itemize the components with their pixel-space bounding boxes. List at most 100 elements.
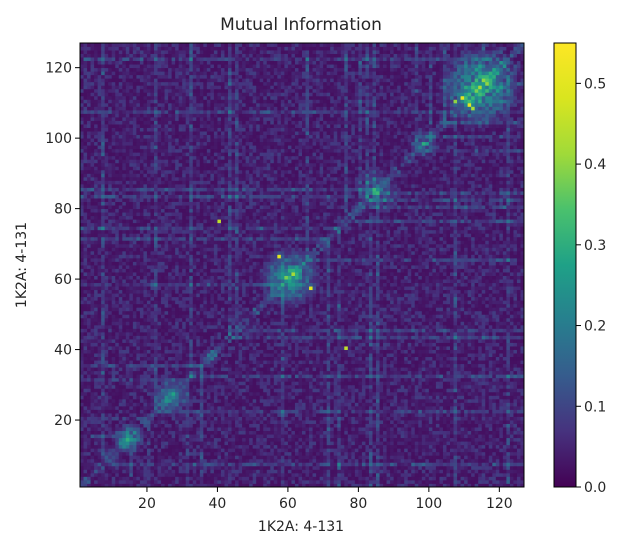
heatmap-cell — [485, 384, 490, 389]
heatmap-cell — [157, 462, 162, 467]
heatmap-cell — [231, 384, 236, 389]
heatmap-cell — [111, 370, 116, 375]
heatmap-cell — [280, 437, 285, 442]
heatmap-cell — [196, 346, 201, 350]
heatmap-cell — [270, 367, 275, 372]
heatmap-cell — [326, 381, 331, 386]
heatmap-cell — [189, 423, 194, 428]
heatmap-cell — [474, 413, 479, 417]
heatmap-cell — [284, 381, 289, 386]
heatmap-cell — [312, 451, 317, 456]
heatmap-cell — [446, 479, 451, 484]
heatmap-cell — [171, 374, 176, 379]
heatmap-cell — [284, 405, 289, 410]
heatmap-cell — [97, 476, 102, 481]
heatmap-cell — [428, 363, 433, 368]
heatmap-cell — [502, 420, 507, 424]
heatmap-cell — [386, 465, 391, 470]
heatmap-cell — [365, 356, 370, 361]
heatmap-cell — [453, 360, 458, 365]
heatmap-cell — [425, 437, 430, 442]
heatmap-cell — [101, 469, 106, 474]
heatmap-cell — [178, 398, 183, 403]
heatmap-cell — [450, 423, 454, 428]
heatmap-cell — [506, 405, 511, 410]
heatmap-cell — [323, 465, 328, 470]
heatmap-cell — [249, 388, 254, 393]
heatmap-cell — [280, 448, 285, 453]
heatmap-cell — [442, 479, 447, 484]
heatmap-cell — [108, 458, 113, 463]
heatmap-cell — [499, 479, 504, 484]
heatmap-cell — [460, 448, 465, 453]
heatmap-cell — [189, 360, 194, 365]
heatmap-cell — [418, 356, 423, 361]
heatmap-cell — [478, 356, 483, 361]
heatmap-cell — [189, 476, 194, 481]
heatmap-cell — [270, 469, 275, 474]
heatmap-cell — [368, 441, 373, 446]
heatmap-cell — [235, 353, 239, 358]
heatmap-cell — [478, 472, 483, 477]
heatmap-cell — [129, 374, 134, 379]
heatmap-cell — [506, 381, 511, 386]
heatmap-cell — [97, 395, 102, 400]
heatmap-cell — [203, 434, 208, 439]
heatmap-cell — [245, 374, 250, 379]
heatmap-cell — [238, 416, 243, 421]
heatmap-cell — [249, 374, 254, 379]
heatmap-cell — [340, 444, 345, 449]
heatmap-cell — [376, 395, 380, 400]
heatmap-cell — [390, 430, 395, 435]
heatmap-cell — [231, 381, 236, 386]
heatmap-cell — [471, 437, 476, 442]
heatmap-cell — [421, 384, 426, 389]
heatmap-cell — [407, 405, 412, 410]
heatmap-cell — [326, 451, 331, 456]
heatmap-cell — [351, 458, 356, 463]
heatmap-cell — [386, 479, 391, 484]
heatmap-cell — [217, 441, 222, 446]
heatmap-cell — [146, 391, 151, 396]
heatmap-cell — [104, 391, 109, 396]
heatmap-cell — [217, 398, 222, 403]
heatmap-cell — [143, 349, 148, 354]
heatmap-cell — [333, 398, 338, 403]
heatmap-cell — [368, 413, 373, 417]
heatmap-cell — [298, 465, 303, 470]
heatmap-cell — [270, 363, 275, 368]
heatmap-cell — [414, 349, 419, 354]
heatmap-cell — [351, 444, 356, 449]
heatmap-cell — [502, 479, 507, 484]
heatmap-cell — [305, 455, 310, 460]
heatmap-cell — [224, 402, 229, 407]
heatmap-cell — [428, 416, 433, 421]
heatmap-cell — [302, 374, 306, 379]
heatmap-cell — [220, 472, 225, 477]
heatmap-cell — [439, 441, 444, 446]
heatmap-cell — [136, 349, 141, 354]
heatmap-cell — [97, 370, 102, 375]
heatmap-cell — [238, 441, 243, 446]
heatmap-cell — [309, 483, 313, 488]
heatmap-cell — [277, 455, 282, 460]
heatmap-cell — [175, 409, 180, 414]
heatmap-cell — [319, 395, 324, 400]
heatmap-cell — [509, 381, 514, 386]
heatmap-cell — [502, 398, 507, 403]
heatmap-cell — [495, 448, 500, 453]
heatmap-cell — [302, 398, 306, 403]
heatmap-cell — [509, 458, 514, 463]
heatmap-cell — [323, 402, 328, 407]
heatmap-cell — [298, 398, 303, 403]
heatmap-cell — [83, 370, 88, 375]
heatmap-cell — [175, 465, 180, 470]
heatmap-cell — [203, 377, 208, 382]
heatmap-cell — [386, 483, 391, 488]
heatmap-cell — [361, 346, 366, 350]
heatmap-cell — [358, 398, 363, 403]
heatmap-cell — [175, 349, 180, 354]
heatmap-cell — [178, 384, 183, 389]
heatmap-cell — [474, 427, 479, 432]
heatmap-cell — [442, 384, 447, 389]
